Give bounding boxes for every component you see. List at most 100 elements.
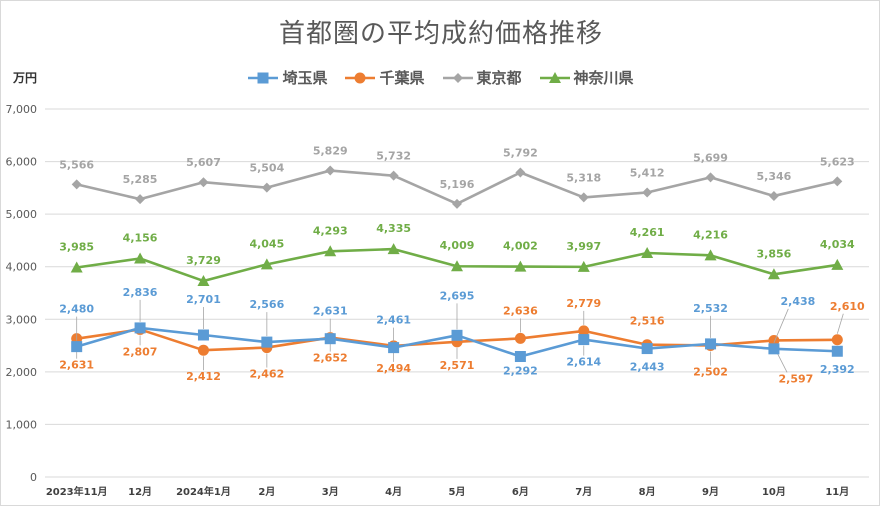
data-point-chiba bbox=[831, 334, 843, 346]
data-point-saitama bbox=[831, 345, 843, 357]
data-label-saitama: 2,566 bbox=[249, 298, 284, 311]
data-point-kanagawa bbox=[197, 274, 210, 286]
data-label-chiba: 2,502 bbox=[693, 365, 728, 378]
legend-label-saitama: 埼玉県 bbox=[282, 69, 328, 87]
data-label-tokyo: 5,196 bbox=[440, 178, 475, 191]
data-point-chiba bbox=[197, 344, 209, 356]
legend-swatch-tokyo bbox=[442, 72, 473, 83]
y-tick-label: 6,000 bbox=[6, 156, 38, 169]
legend-item-chiba: 千葉県 bbox=[345, 67, 425, 88]
data-point-chiba bbox=[578, 325, 590, 337]
data-label-chiba: 2,462 bbox=[249, 368, 284, 381]
data-point-saitama bbox=[768, 343, 780, 355]
data-point-tokyo bbox=[515, 167, 526, 178]
data-label-saitama: 2,461 bbox=[376, 314, 411, 327]
data-label-saitama: 2,392 bbox=[820, 363, 855, 376]
x-tick-label: 12月 bbox=[128, 486, 152, 498]
data-point-saitama bbox=[514, 351, 526, 363]
data-label-tokyo: 5,566 bbox=[59, 158, 94, 171]
data-label-kanagawa: 4,009 bbox=[440, 239, 475, 252]
data-label-tokyo: 5,699 bbox=[693, 151, 728, 164]
data-point-kanagawa bbox=[767, 268, 780, 280]
data-point-kanagawa bbox=[324, 245, 337, 257]
data-point-saitama bbox=[641, 343, 653, 355]
data-point-tokyo bbox=[198, 177, 209, 188]
chart-title: 首都圏の平均成約価格推移 bbox=[278, 19, 603, 49]
data-point-kanagawa bbox=[704, 249, 717, 261]
data-label-tokyo: 5,318 bbox=[566, 171, 601, 184]
x-tick-label: 2023年11月 bbox=[46, 485, 108, 498]
data-point-kanagawa bbox=[641, 246, 654, 258]
data-point-tokyo bbox=[71, 179, 82, 190]
data-label-tokyo: 5,623 bbox=[820, 155, 855, 168]
data-point-saitama bbox=[324, 333, 336, 345]
data-label-tokyo: 5,504 bbox=[249, 162, 284, 175]
legend-label-chiba: 千葉県 bbox=[379, 69, 425, 87]
data-label-chiba: 2,636 bbox=[503, 304, 538, 317]
data-point-tokyo bbox=[452, 198, 462, 209]
data-point-saitama bbox=[71, 341, 83, 353]
leader-line-chiba bbox=[836, 313, 844, 334]
data-label-chiba: 2,516 bbox=[630, 315, 665, 328]
data-label-kanagawa: 4,335 bbox=[376, 222, 411, 235]
data-label-tokyo: 5,829 bbox=[313, 145, 348, 158]
data-label-tokyo: 5,285 bbox=[123, 173, 158, 186]
data-point-tokyo bbox=[768, 190, 779, 201]
legend-label-kanagawa: 神奈川県 bbox=[573, 69, 634, 87]
data-label-tokyo: 5,792 bbox=[503, 147, 538, 160]
data-label-kanagawa: 4,216 bbox=[693, 228, 728, 241]
data-point-tokyo bbox=[705, 172, 716, 183]
data-point-saitama bbox=[197, 329, 209, 341]
legend-item-kanagawa: 神奈川県 bbox=[539, 67, 634, 88]
data-point-kanagawa bbox=[514, 260, 527, 272]
x-tick-label: 6月 bbox=[512, 486, 529, 498]
x-tick-label: 5月 bbox=[449, 486, 466, 498]
data-label-kanagawa: 3,729 bbox=[186, 254, 221, 267]
data-point-kanagawa bbox=[134, 252, 147, 264]
x-tick-label: 2024年1月 bbox=[176, 485, 231, 498]
data-label-kanagawa: 4,293 bbox=[313, 224, 348, 237]
data-label-kanagawa: 3,856 bbox=[757, 247, 792, 260]
data-label-saitama: 2,532 bbox=[693, 302, 728, 315]
data-point-saitama bbox=[261, 336, 273, 348]
data-point-tokyo bbox=[578, 192, 589, 203]
data-point-saitama bbox=[134, 322, 146, 334]
data-point-kanagawa bbox=[577, 260, 590, 272]
legend-swatch-saitama bbox=[248, 72, 279, 83]
data-label-chiba: 2,571 bbox=[440, 359, 475, 372]
data-label-saitama: 2,443 bbox=[630, 361, 665, 374]
data-label-tokyo: 5,346 bbox=[757, 170, 792, 183]
y-tick-label: 3,000 bbox=[6, 313, 38, 326]
data-label-saitama: 2,480 bbox=[59, 303, 94, 316]
data-point-saitama bbox=[451, 329, 463, 341]
data-point-chiba bbox=[514, 332, 526, 344]
data-label-saitama: 2,614 bbox=[566, 356, 601, 369]
x-tick-label: 3月 bbox=[322, 486, 339, 498]
data-label-tokyo: 5,607 bbox=[186, 156, 221, 169]
data-label-saitama: 2,631 bbox=[313, 305, 348, 318]
y-tick-label: 1,000 bbox=[6, 418, 38, 431]
data-label-kanagawa: 4,002 bbox=[503, 240, 538, 253]
data-point-tokyo bbox=[832, 176, 843, 187]
x-tick-label: 11月 bbox=[825, 486, 849, 498]
y-tick-label: 5,000 bbox=[6, 208, 38, 221]
data-point-tokyo bbox=[325, 165, 336, 176]
data-label-kanagawa: 3,985 bbox=[59, 241, 94, 254]
data-label-chiba: 2,652 bbox=[313, 352, 348, 365]
data-label-saitama: 2,292 bbox=[503, 365, 538, 378]
data-label-tokyo: 5,732 bbox=[376, 150, 411, 163]
legend-swatch-kanagawa bbox=[539, 71, 570, 83]
y-tick-label: 7,000 bbox=[6, 103, 38, 116]
y-tick-label: 0 bbox=[30, 471, 37, 484]
data-point-kanagawa bbox=[260, 258, 273, 270]
data-label-saitama: 2,438 bbox=[781, 295, 816, 308]
x-tick-label: 2月 bbox=[258, 486, 275, 498]
legend-item-tokyo: 東京都 bbox=[442, 67, 522, 88]
legend-label-tokyo: 東京都 bbox=[476, 69, 522, 87]
data-label-tokyo: 5,412 bbox=[630, 166, 665, 179]
data-label-saitama: 2,701 bbox=[186, 293, 221, 306]
data-label-kanagawa: 4,034 bbox=[820, 238, 855, 251]
x-tick-label: 8月 bbox=[639, 486, 656, 498]
x-tick-label: 4月 bbox=[385, 486, 402, 498]
